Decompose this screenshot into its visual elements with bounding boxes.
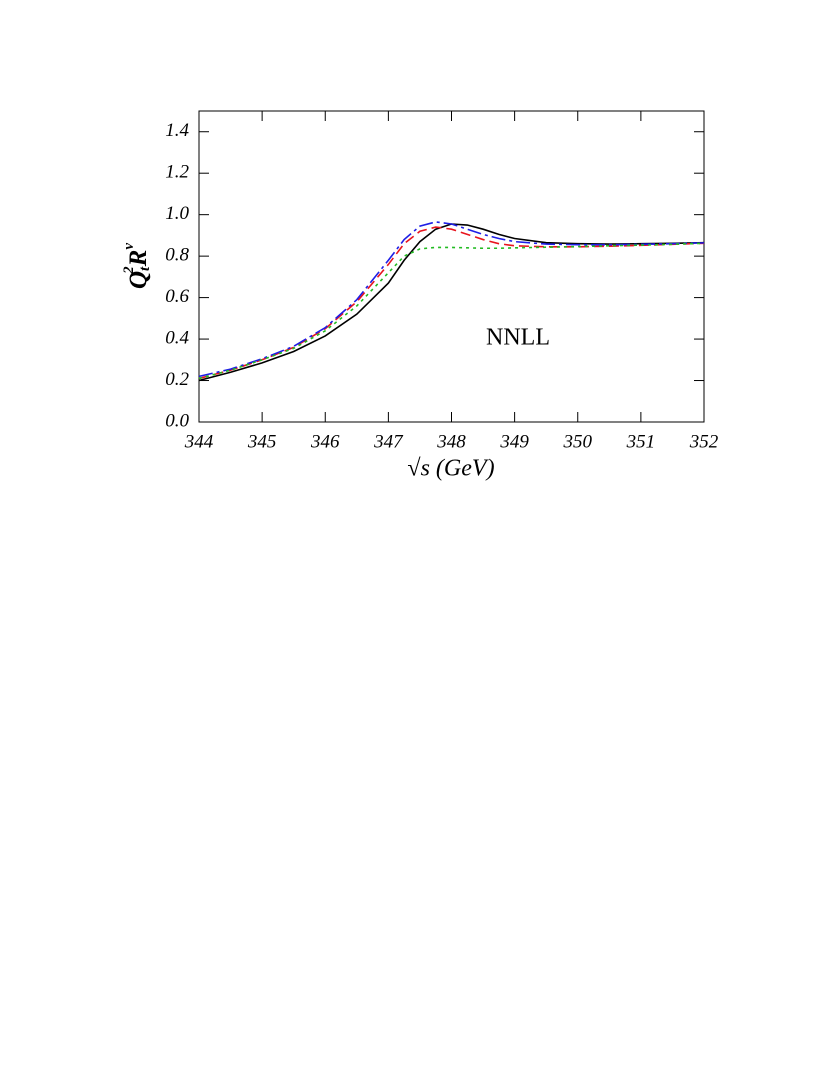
y-label-part: Q: [125, 271, 152, 289]
y-tick-label: 1.2: [165, 162, 189, 183]
plot-frame: [198, 110, 705, 423]
y-tick-label: 0.8: [165, 244, 189, 265]
y-axis-label: Qt2Rv: [121, 243, 153, 289]
x-tick-label: 348: [436, 431, 466, 452]
y-tick-label: 0.0: [165, 410, 189, 431]
x-tick-label: 349: [499, 431, 529, 452]
x-axis-label: √s (GeV): [407, 456, 494, 482]
y-label-sup: v: [121, 243, 137, 250]
y-tick-label: 0.4: [165, 327, 189, 348]
line-series: [198, 221, 705, 378]
line-series: [198, 226, 705, 380]
annotation: NNLL: [486, 325, 550, 351]
y-tick-label: 0.2: [165, 369, 189, 390]
x-tick-label: 344: [184, 431, 214, 452]
x-tick-label: 352: [689, 431, 719, 452]
y-tick-label: 1.0: [165, 203, 189, 224]
x-tick-label: 350: [563, 431, 593, 452]
y-tick-label: 1.4: [165, 120, 189, 141]
y-label-part: R: [125, 250, 152, 268]
x-tick-label: 345: [247, 431, 277, 452]
x-tick-label: 347: [373, 431, 404, 452]
x-tick-label: 351: [626, 431, 656, 452]
line-series: [198, 223, 705, 382]
x-tick-label: 346: [310, 431, 340, 452]
y-label-sub: t: [137, 266, 153, 271]
y-label-sup: 2: [121, 266, 137, 275]
y-tick-label: 0.6: [165, 286, 189, 307]
